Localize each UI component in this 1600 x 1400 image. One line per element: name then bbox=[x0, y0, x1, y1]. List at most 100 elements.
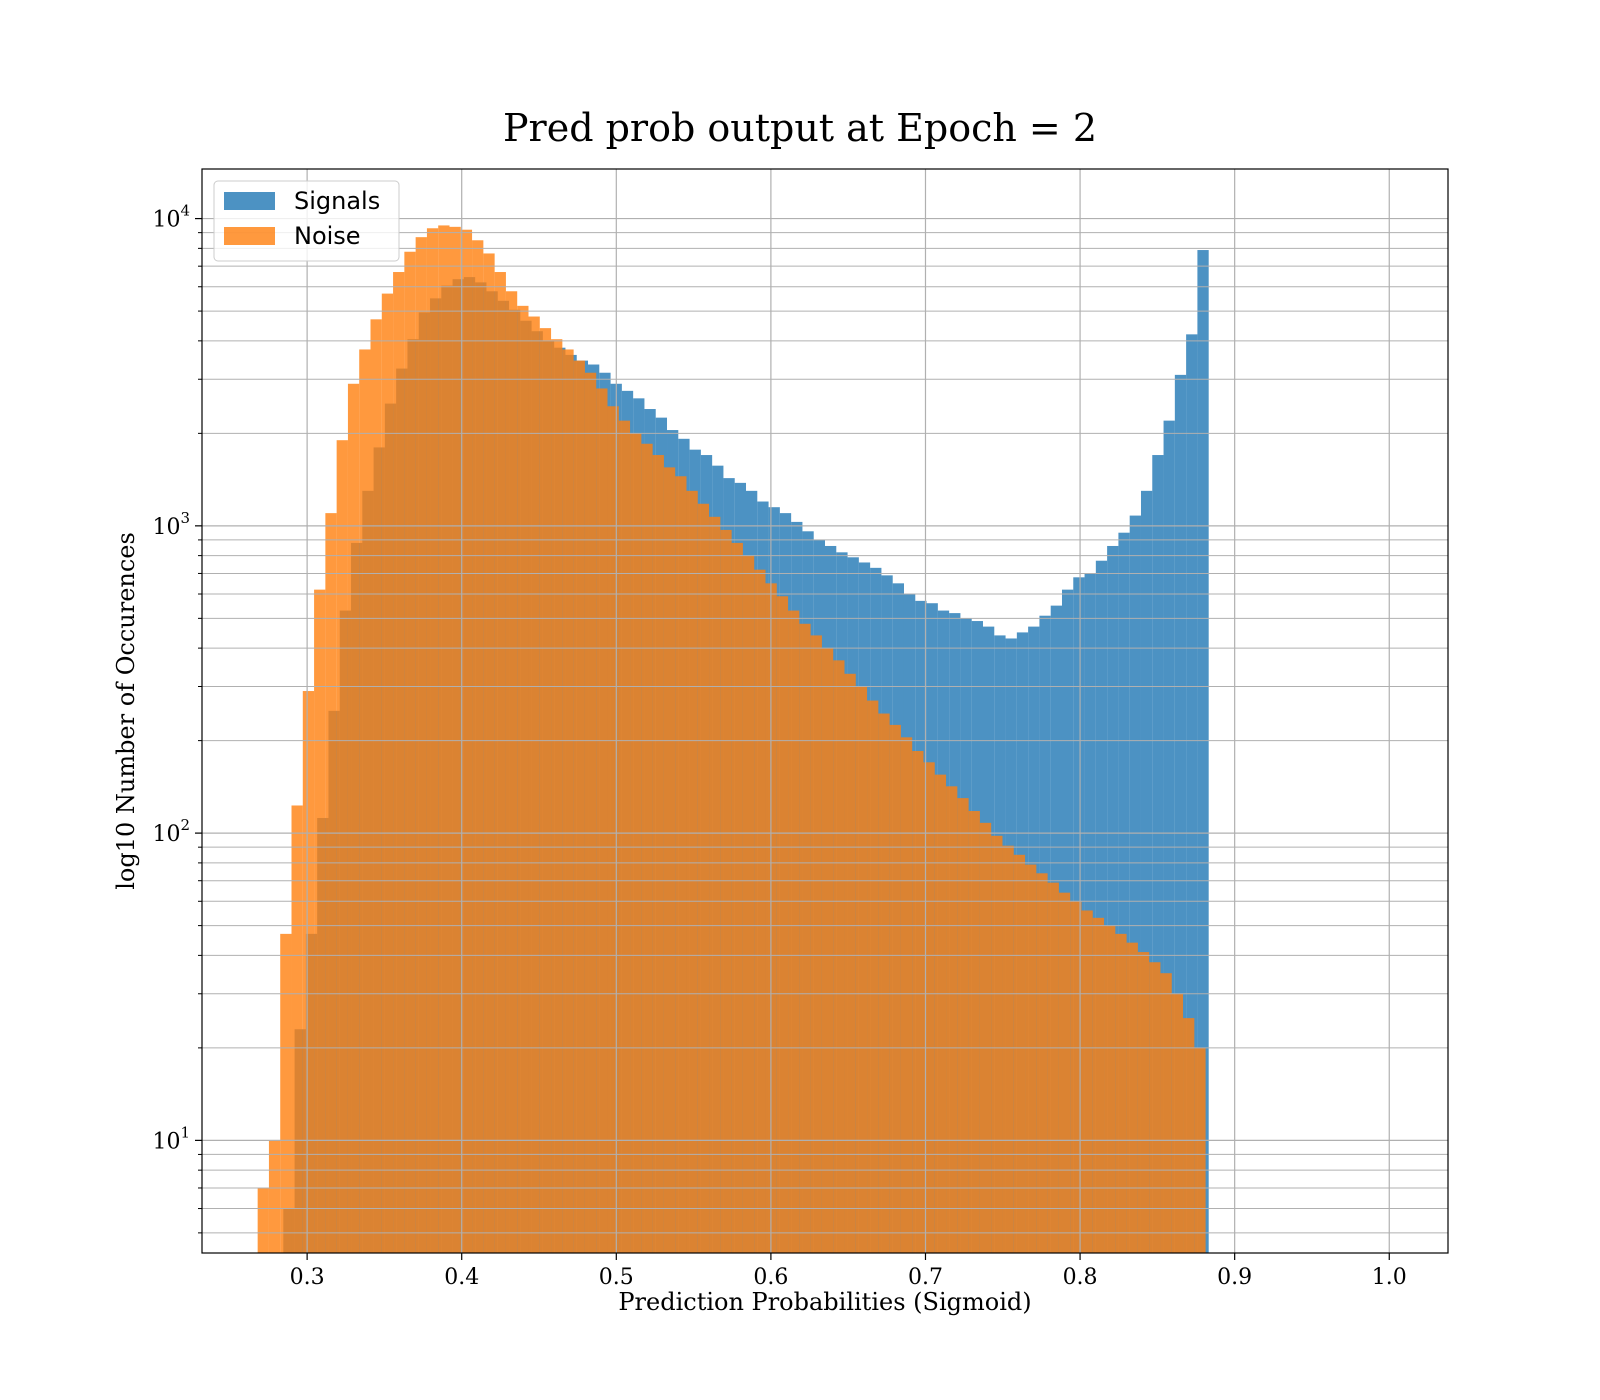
bar-noise bbox=[1058, 892, 1071, 1253]
bar-noise bbox=[404, 251, 416, 1253]
bar-noise bbox=[517, 305, 529, 1253]
bar-noise bbox=[1126, 942, 1138, 1253]
bar-noise bbox=[596, 388, 608, 1253]
bar-noise bbox=[607, 406, 619, 1253]
bar-signals bbox=[1163, 420, 1175, 1253]
bar-noise bbox=[641, 443, 653, 1253]
x-axis-ticks: 0.3 0.4 0.5 0.6 0.7 0.8 0.9 1.0 bbox=[290, 1253, 1407, 1290]
legend-label-signals: Signals bbox=[294, 187, 380, 215]
bar-noise bbox=[663, 467, 676, 1253]
bar-signals bbox=[1140, 490, 1153, 1253]
bar-noise bbox=[268, 1140, 281, 1253]
bar-noise bbox=[302, 691, 315, 1253]
bar-signals bbox=[1118, 532, 1130, 1253]
y-axis-ticks: 101 102 103 104 bbox=[152, 202, 202, 1234]
bar-noise bbox=[1036, 873, 1048, 1253]
bar-noise bbox=[1194, 1047, 1206, 1253]
bar-noise bbox=[731, 542, 743, 1253]
bar-noise bbox=[426, 228, 439, 1253]
bar-noise bbox=[472, 240, 484, 1253]
bar-noise bbox=[855, 686, 868, 1253]
bar-noise bbox=[968, 811, 980, 1253]
bar-noise bbox=[799, 623, 811, 1253]
bar-noise bbox=[697, 503, 710, 1253]
bar-noise bbox=[460, 229, 473, 1253]
bar-noise bbox=[1047, 882, 1059, 1253]
bar-noise bbox=[551, 339, 563, 1253]
chart-title: Pred prob output at Epoch = 2 bbox=[503, 106, 1097, 150]
bar-noise bbox=[686, 490, 698, 1253]
bar-signals bbox=[1107, 545, 1119, 1253]
bar-signals bbox=[1186, 334, 1198, 1253]
y-tick-label: 101 bbox=[152, 1123, 190, 1154]
bar-noise bbox=[720, 529, 732, 1253]
bar-noise bbox=[1137, 952, 1150, 1253]
y-tick-label: 102 bbox=[152, 816, 190, 847]
legend: Signals Noise bbox=[213, 180, 400, 262]
bar-noise bbox=[878, 713, 890, 1253]
bar-noise bbox=[494, 272, 506, 1253]
bar-noise bbox=[562, 349, 574, 1253]
bar-noise bbox=[483, 253, 495, 1253]
bar-noise bbox=[912, 751, 924, 1253]
bar-noise bbox=[810, 635, 822, 1253]
plot-frame bbox=[201, 168, 1449, 1254]
bar-noise bbox=[833, 660, 845, 1253]
bar-noise bbox=[652, 455, 664, 1253]
x-tick-label: 0.8 bbox=[1063, 1265, 1098, 1290]
bar-noise bbox=[889, 724, 901, 1253]
bar-signals bbox=[1197, 250, 1209, 1253]
x-tick-label: 0.4 bbox=[444, 1265, 479, 1290]
x-tick-label: 0.5 bbox=[599, 1265, 634, 1290]
bar-noise bbox=[900, 737, 913, 1253]
bar-signals bbox=[1129, 515, 1141, 1253]
series-noise-bars bbox=[257, 225, 1206, 1253]
bar-noise bbox=[1171, 993, 1184, 1253]
bar-noise bbox=[336, 440, 348, 1253]
x-tick-label: 0.9 bbox=[1217, 1265, 1252, 1290]
bar-noise bbox=[1081, 910, 1093, 1253]
bar-noise bbox=[675, 476, 687, 1253]
bar-noise bbox=[573, 360, 585, 1253]
bar-noise bbox=[844, 673, 856, 1253]
bar-noise bbox=[359, 349, 371, 1253]
bar-noise bbox=[370, 319, 382, 1253]
legend-label-noise: Noise bbox=[294, 222, 361, 250]
bar-noise bbox=[754, 569, 766, 1253]
bar-noise bbox=[979, 822, 992, 1253]
bar-noise bbox=[709, 516, 721, 1253]
grid-lines-overlay bbox=[202, 169, 1448, 1253]
bar-noise bbox=[325, 513, 337, 1253]
bar-noise bbox=[314, 589, 326, 1253]
bar-noise bbox=[280, 933, 292, 1253]
bar-noise bbox=[1013, 854, 1026, 1253]
bar-noise bbox=[528, 316, 540, 1253]
bar-noise bbox=[1092, 917, 1105, 1253]
bar-noise bbox=[415, 237, 427, 1253]
bar-noise bbox=[788, 610, 800, 1253]
bar-noise bbox=[923, 762, 935, 1253]
legend-swatch-noise bbox=[224, 227, 275, 245]
bar-noise bbox=[1149, 962, 1161, 1253]
x-axis-label: Prediction Probabilities (Sigmoid) bbox=[618, 1288, 1031, 1316]
bar-noise bbox=[957, 798, 969, 1253]
bar-signals bbox=[1095, 560, 1108, 1253]
histogram-bars bbox=[257, 225, 1209, 1253]
bar-noise bbox=[393, 272, 405, 1253]
bar-noise bbox=[347, 383, 360, 1253]
bar-noise bbox=[291, 805, 303, 1253]
bar-noise bbox=[742, 555, 755, 1253]
bar-noise bbox=[1115, 933, 1127, 1253]
bar-noise bbox=[1183, 1018, 1195, 1253]
x-tick-label: 0.7 bbox=[908, 1265, 943, 1290]
x-tick-label: 1.0 bbox=[1372, 1265, 1407, 1290]
bar-noise bbox=[449, 226, 461, 1253]
bar-signals bbox=[1174, 374, 1187, 1253]
bar-noise bbox=[776, 596, 789, 1253]
bar-noise bbox=[630, 433, 642, 1253]
bar-noise bbox=[867, 700, 879, 1253]
bar-noise bbox=[539, 328, 552, 1253]
bar-noise bbox=[1104, 925, 1116, 1253]
y-tick-label: 103 bbox=[152, 509, 190, 540]
bar-noise bbox=[934, 774, 947, 1253]
